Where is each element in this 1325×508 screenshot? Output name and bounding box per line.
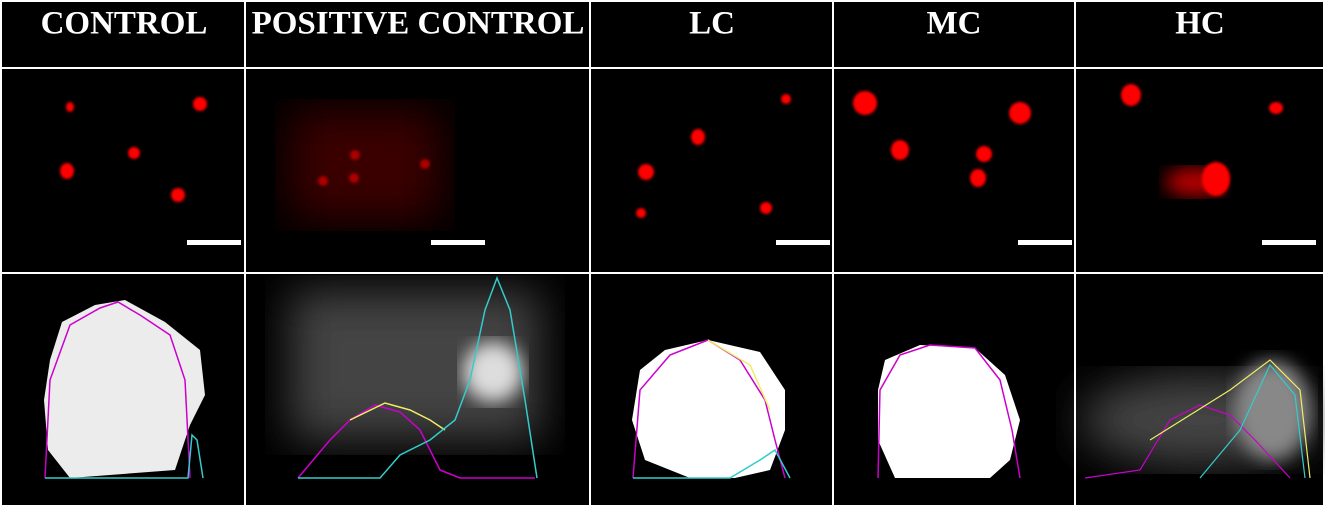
red-nuclei [60,84,1283,218]
column-header: HC [1175,6,1225,42]
column-header: CONTROL [41,6,208,42]
column-header: LC [689,6,735,42]
comet-profiles [44,275,1320,479]
scale-bars [187,240,1316,245]
damaged-nuclei [290,110,1230,220]
header-row: CONTROL POSITIVE CONTROL LC MC HC [41,6,1225,42]
column-header: MC [927,6,982,42]
column-header: POSITIVE CONTROL [252,6,585,42]
